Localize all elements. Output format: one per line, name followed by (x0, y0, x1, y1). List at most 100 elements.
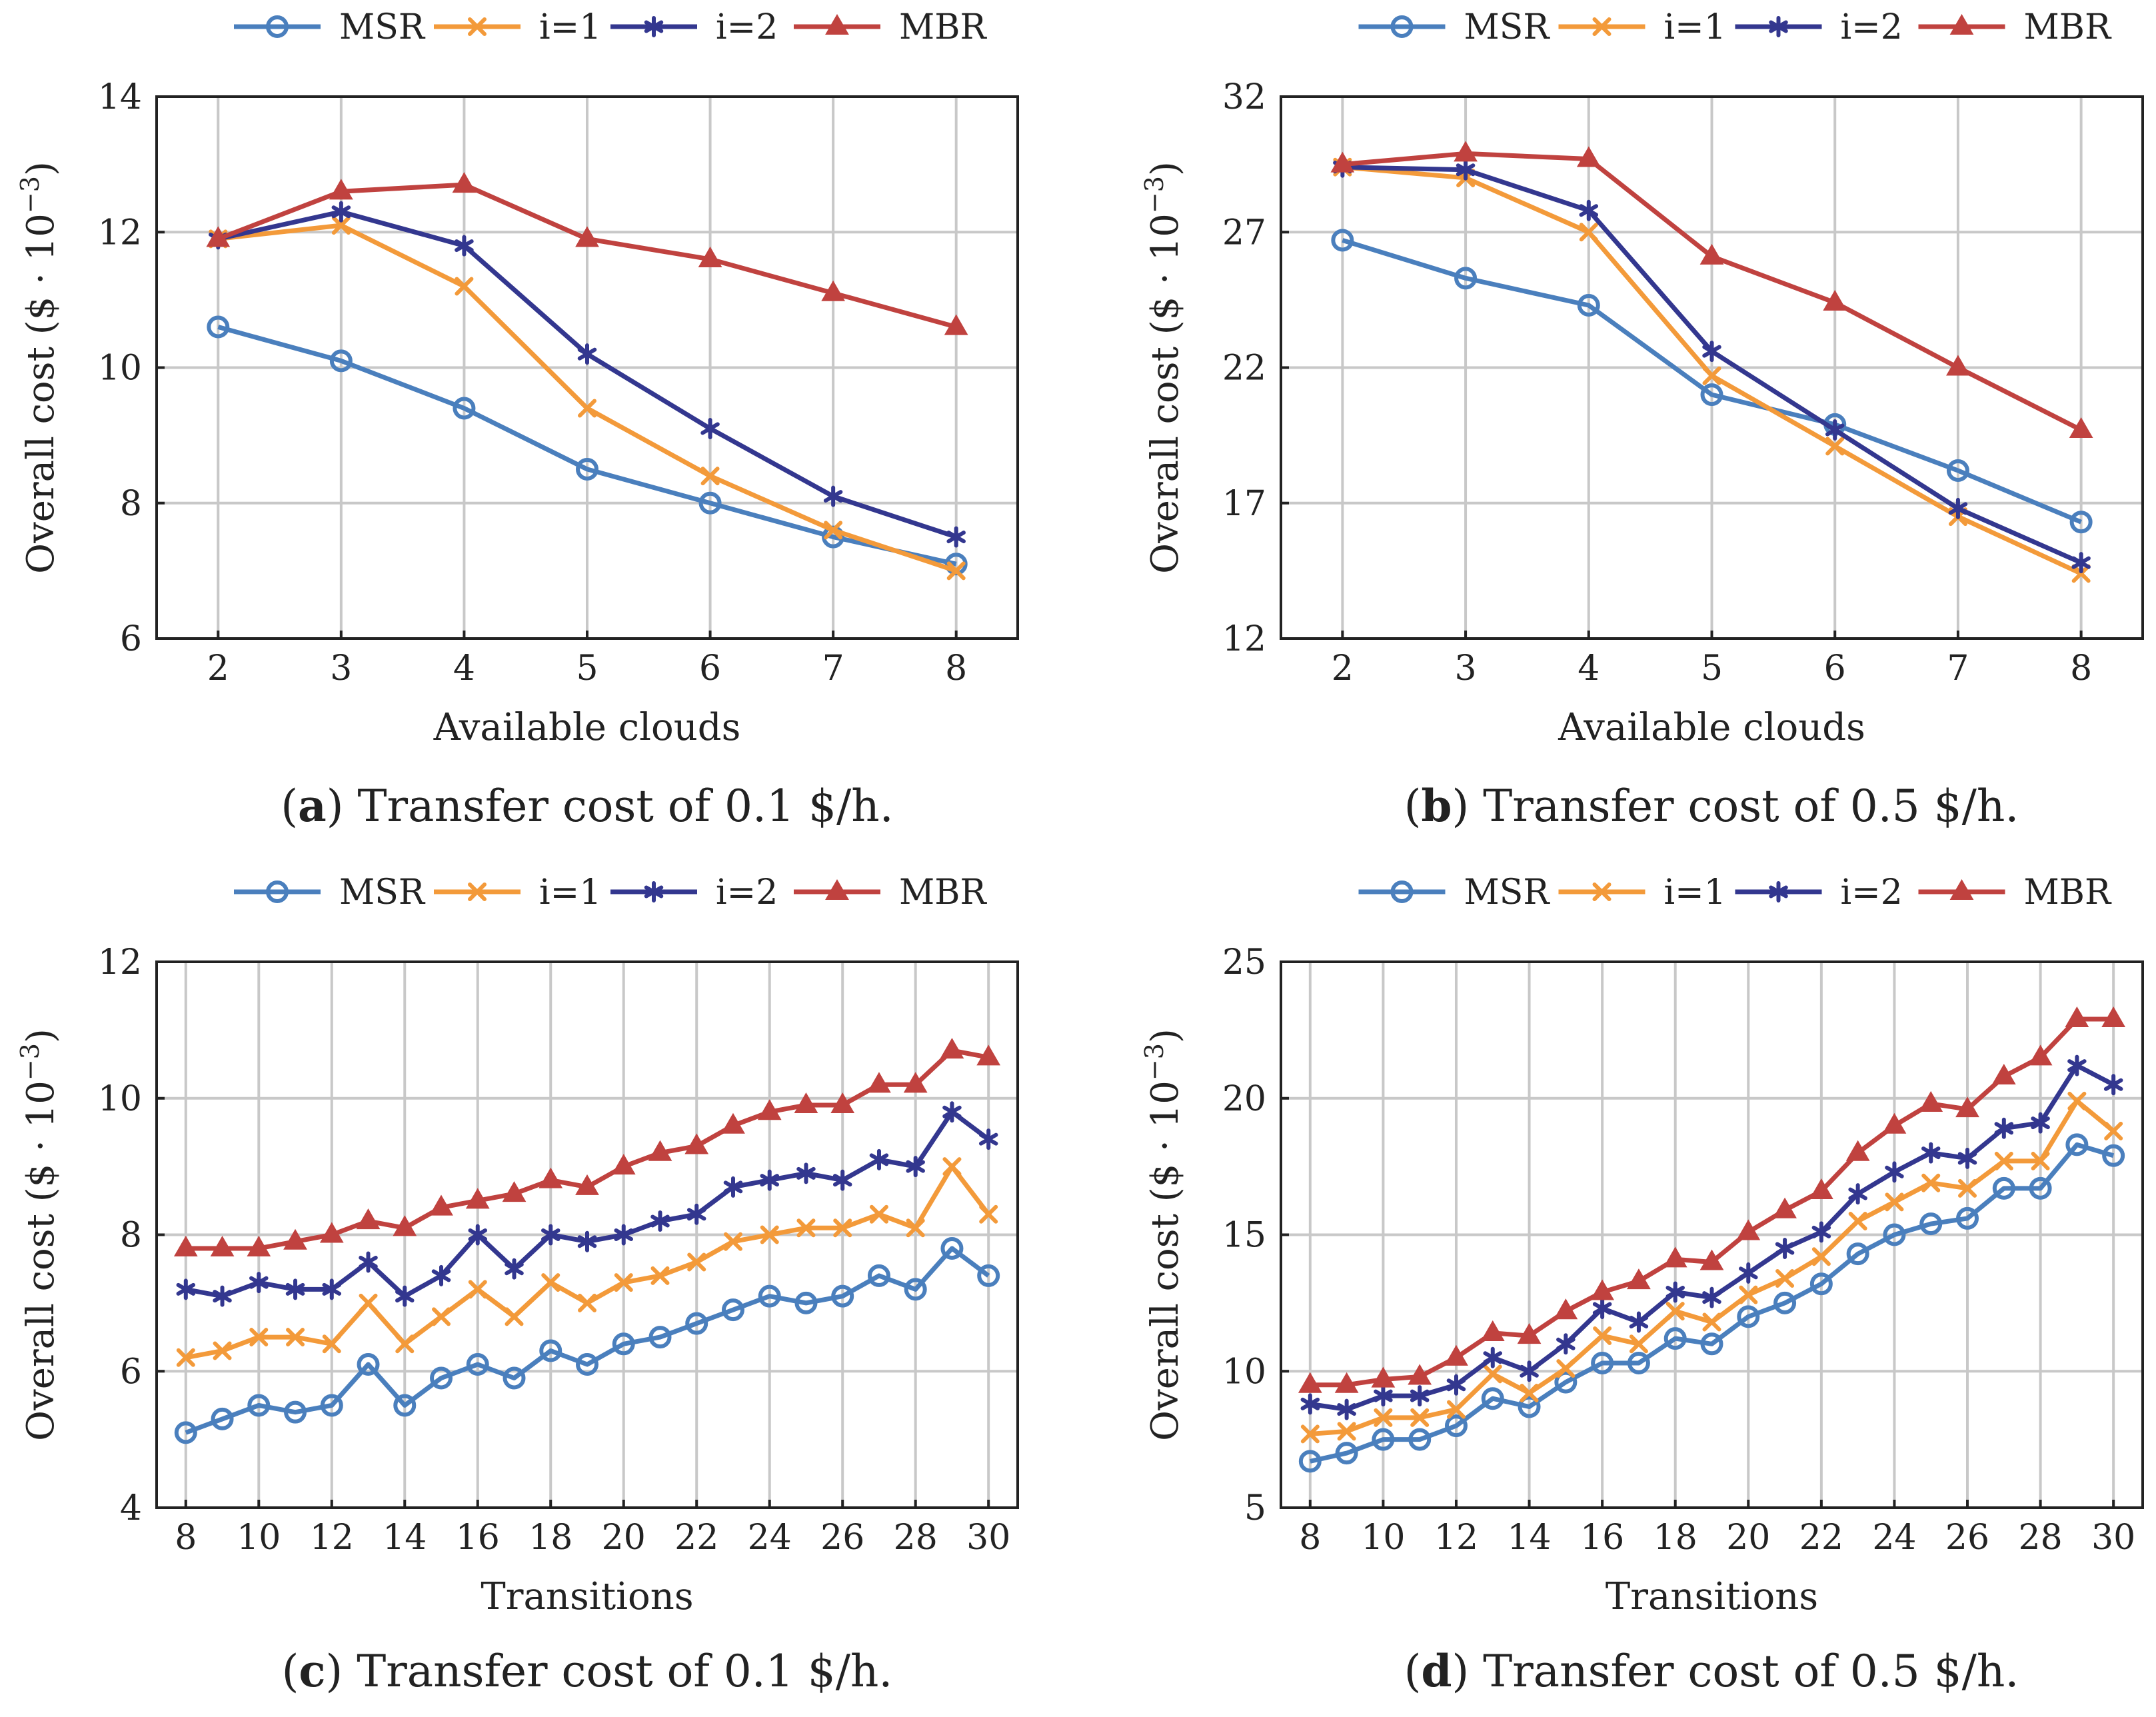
data-point (648, 1326, 672, 1349)
data-point (359, 1293, 378, 1312)
data-point (1481, 1387, 1504, 1410)
legend-item-MBR: MBR (794, 7, 987, 47)
data-point (946, 561, 966, 581)
data-point (395, 1285, 415, 1307)
data-point (1700, 383, 1723, 407)
data-point (173, 1235, 198, 1257)
y-axis-label-exponent: −3 (15, 176, 45, 213)
y-tick-label: 4 (120, 1488, 142, 1528)
data-point (1483, 1346, 1503, 1368)
y-tick-label: 20 (1222, 1079, 1266, 1119)
legend-marker (1949, 878, 1974, 900)
data-point (247, 1235, 271, 1257)
data-point (429, 1194, 453, 1216)
data-point (830, 1092, 855, 1114)
legend-marker (266, 15, 289, 38)
data-point (2104, 1121, 2123, 1140)
data-point (2029, 1176, 2052, 1200)
data-point (821, 280, 846, 301)
legend: MSR i=1 i=2 MBR (234, 7, 987, 47)
y-axis-label-close: ) (19, 161, 63, 176)
y-axis-label-exponent: −3 (1140, 1043, 1169, 1080)
data-point (1991, 1063, 2016, 1085)
data-point (614, 1273, 633, 1292)
x-tick-label: 28 (2019, 1518, 2063, 1558)
data-point (286, 1328, 305, 1347)
legend: MSR i=1 i=2 MBR (1358, 7, 2112, 47)
data-point (1408, 1364, 1432, 1385)
data-point (1371, 1366, 1396, 1388)
data-point (1700, 1332, 1723, 1356)
legend-item-MBR: MBR (794, 872, 987, 912)
data-point (687, 1252, 706, 1272)
caption-open: ( (282, 1646, 299, 1697)
y-tick-label: 10 (1222, 1352, 1266, 1392)
data-point (1372, 1428, 1395, 1451)
data-point (721, 1112, 745, 1134)
data-point (685, 1312, 708, 1335)
data-point (578, 1293, 596, 1312)
data-point (1848, 1183, 1867, 1205)
chart-c: 8 10 12 14 16 18 20 22 24 26 28 30 4 6 8 10 12 Transition… (15, 872, 1019, 1697)
legend-label: MBR (2024, 872, 2112, 912)
legend-label: i=1 (1664, 7, 1726, 47)
data-point (1627, 1351, 1650, 1374)
data-point (760, 1169, 779, 1191)
y-axis-label: Overall cost ($ · 10−3) (15, 161, 63, 574)
data-point (453, 397, 476, 420)
data-point (285, 1278, 305, 1300)
data-point (1699, 1249, 1724, 1270)
series-i=1 (1300, 1091, 2123, 1444)
x-tick-label: 8 (945, 649, 967, 689)
y-tick-label: 27 (1222, 213, 1266, 253)
data-point (283, 1228, 307, 1250)
data-point (2103, 1074, 2123, 1096)
legend-item-MSR: MSR (234, 872, 426, 912)
x-tick-label: 5 (1701, 649, 1723, 689)
y-axis-label-main: Overall cost ($ · 10 (19, 1080, 63, 1441)
data-point (2031, 1151, 2050, 1170)
data-point (1456, 159, 1476, 181)
data-point (249, 1328, 269, 1347)
data-point (1702, 341, 1721, 363)
legend-marker (1390, 15, 1414, 38)
series-i=1 (176, 1157, 998, 1367)
data-point (648, 1140, 672, 1161)
data-point (1921, 1173, 1941, 1192)
x-axis-label: Available clouds (433, 706, 741, 749)
data-point (906, 1156, 925, 1178)
x-tick-label: 7 (1947, 649, 1969, 689)
data-point (1629, 1311, 1649, 1333)
legend-label: i=1 (1664, 872, 1726, 912)
x-tick-label: 24 (748, 1518, 792, 1558)
x-tick-label: 22 (1799, 1518, 1843, 1558)
legend-marker (468, 17, 487, 36)
data-point (614, 1224, 634, 1246)
legend-item-MSR: MSR (234, 7, 426, 47)
data-point (393, 1394, 417, 1417)
data-point (249, 1272, 269, 1294)
legend-label: i=2 (716, 872, 778, 912)
series-i=2 (176, 1101, 998, 1307)
data-point (1518, 1395, 1541, 1418)
data-point (505, 1307, 524, 1326)
data-point (213, 1341, 232, 1360)
data-point (247, 1394, 271, 1417)
legend-marker (266, 880, 289, 903)
x-tick-label: 5 (576, 649, 598, 689)
data-point (723, 1176, 743, 1198)
data-point (1919, 1212, 1943, 1236)
data-point (942, 1157, 962, 1176)
y-axis-label: Overall cost ($ · 10−3) (15, 1028, 63, 1441)
data-point (1665, 1281, 1685, 1303)
x-tick-label: 4 (453, 649, 475, 689)
data-point (1957, 1147, 1977, 1169)
data-point (824, 521, 843, 540)
data-point (698, 246, 722, 267)
data-point (796, 1162, 816, 1184)
series-line (1310, 1016, 2114, 1388)
caption-close: ) (1452, 1646, 1483, 1697)
data-point (1956, 1206, 1979, 1230)
x-tick-label: 2 (1332, 649, 1354, 689)
